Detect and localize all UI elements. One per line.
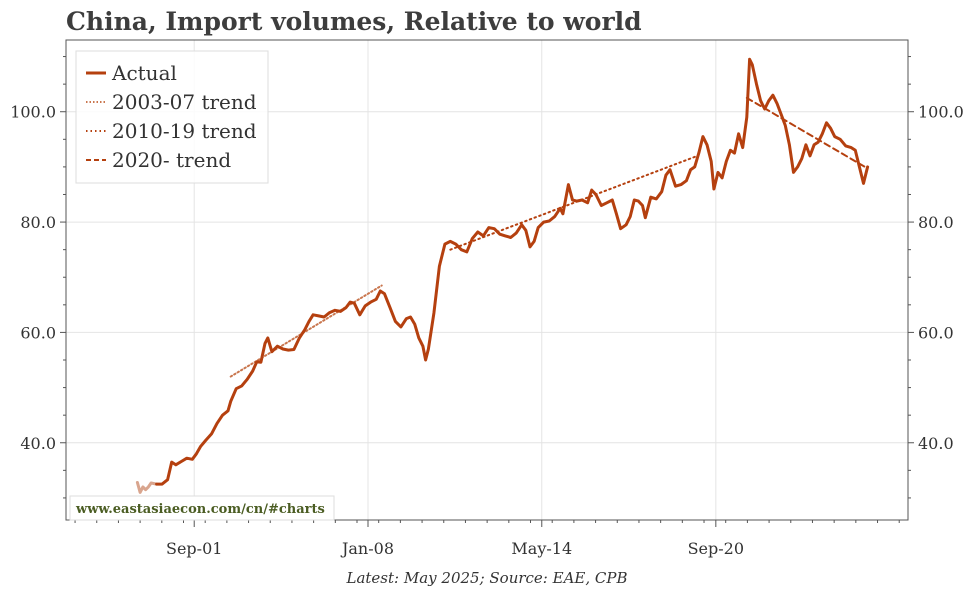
x-tick-label: Sep-01 [166,539,222,558]
watermark-box [69,495,335,521]
trend-line-2020-trend [745,96,866,168]
y-tick-label-right: 60.0 [918,323,954,342]
actual-line-early-segment [135,481,159,494]
y-tick-label-left: 100.0 [10,103,56,122]
legend-label-2003-07-trend: 2003-07 trend [112,90,257,114]
y-tick-label-right: 40.0 [918,434,954,453]
watermark: www.eastasiaecon.com/cn/#charts [69,495,335,521]
y-tick-label-right: 100.0 [918,103,964,122]
y-tick-label-left: 80.0 [20,213,56,232]
axis-ticks [60,56,914,527]
trend-lines [229,96,866,378]
actual-line-group [135,57,870,494]
legend-label-2020-trend: 2020- trend [112,148,231,172]
legend-box [75,50,269,184]
axis-tick-labels: 40.0 40.0 60.0 60.0 80.0 80.0 100.0 100.0 Sep-01… [10,103,964,558]
legend: Actual 2003-07 trend 2010-19 trend 2020-… [75,50,269,184]
x-tick-label: Jan-08 [340,539,394,558]
y-tick-label-right: 80.0 [918,213,954,232]
trend-line-2003-07-trend [229,284,383,378]
y-tick-label-left: 40.0 [20,434,56,453]
x-tick-label: Sep-20 [688,539,744,558]
legend-label-actual: Actual [111,61,177,85]
legend-label-2010-19-trend: 2010-19 trend [112,119,257,143]
chart-title: China, Import volumes, Relative to world [66,7,642,36]
trend-line-2010-19-trend [449,154,699,251]
y-tick-label-left: 60.0 [20,323,56,342]
source-note: Latest: May 2025; Source: EAE, CPB [346,569,628,587]
x-tick-label: May-14 [511,539,572,558]
actual-line [155,57,870,486]
watermark-text: www.eastasiaecon.com/cn/#charts [75,502,325,517]
